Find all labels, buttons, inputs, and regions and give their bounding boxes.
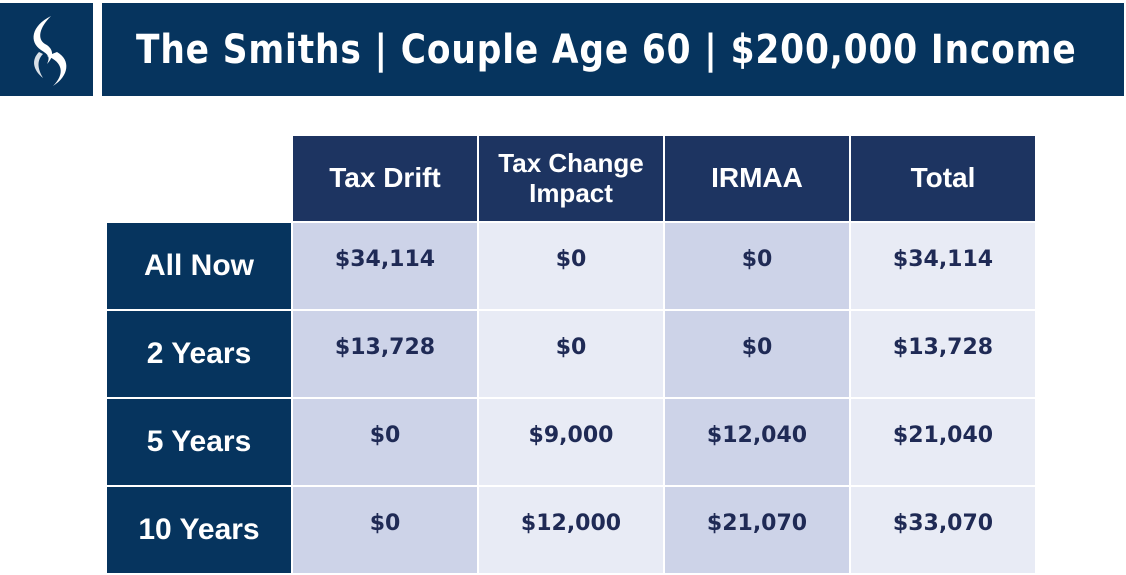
table-row: 5 Years $0 $9,000 $12,040 $21,040	[105, 397, 1037, 487]
column-header-irmaa: IRMAA	[663, 134, 851, 223]
column-header-tax-drift: Tax Drift	[291, 134, 479, 223]
table-cell: $0	[663, 221, 851, 311]
table-cell: $34,114	[291, 221, 479, 311]
comparison-table: Tax Drift Tax Change Impact IRMAA Total …	[105, 134, 1037, 575]
table-cell: $0	[291, 397, 479, 487]
table-row: 2 Years $13,728 $0 $0 $13,728	[105, 309, 1037, 399]
table-cell: $21,070	[663, 485, 851, 575]
table-cell: $33,070	[849, 485, 1037, 575]
table-cell: $34,114	[849, 221, 1037, 311]
table-header-row: Tax Drift Tax Change Impact IRMAA Total	[105, 134, 1037, 223]
row-header: 2 Years	[105, 309, 293, 399]
table-cell: $9,000	[477, 397, 665, 487]
title-banner: The Smiths | Couple Age 60 | $200,000 In…	[102, 3, 1124, 96]
table-cell: $12,040	[663, 397, 851, 487]
table-cell: $0	[477, 309, 665, 399]
table-corner	[105, 134, 293, 223]
table-row: All Now $34,114 $0 $0 $34,114	[105, 221, 1037, 311]
table-cell: $13,728	[849, 309, 1037, 399]
table-cell: $13,728	[291, 309, 479, 399]
row-header: All Now	[105, 221, 293, 311]
table-cell: $0	[663, 309, 851, 399]
table-row: 10 Years $0 $12,000 $21,070 $33,070	[105, 485, 1037, 575]
company-logo	[0, 3, 93, 96]
logo-icon	[33, 15, 66, 86]
row-header: 5 Years	[105, 397, 293, 487]
page-title: The Smiths | Couple Age 60 | $200,000 In…	[136, 26, 1077, 73]
table-cell: $0	[291, 485, 479, 575]
table-cell: $12,000	[477, 485, 665, 575]
column-header-tax-change-impact: Tax Change Impact	[477, 134, 665, 223]
table-cell: $21,040	[849, 397, 1037, 487]
column-header-total: Total	[849, 134, 1037, 223]
row-header: 10 Years	[105, 485, 293, 575]
table-cell: $0	[477, 221, 665, 311]
